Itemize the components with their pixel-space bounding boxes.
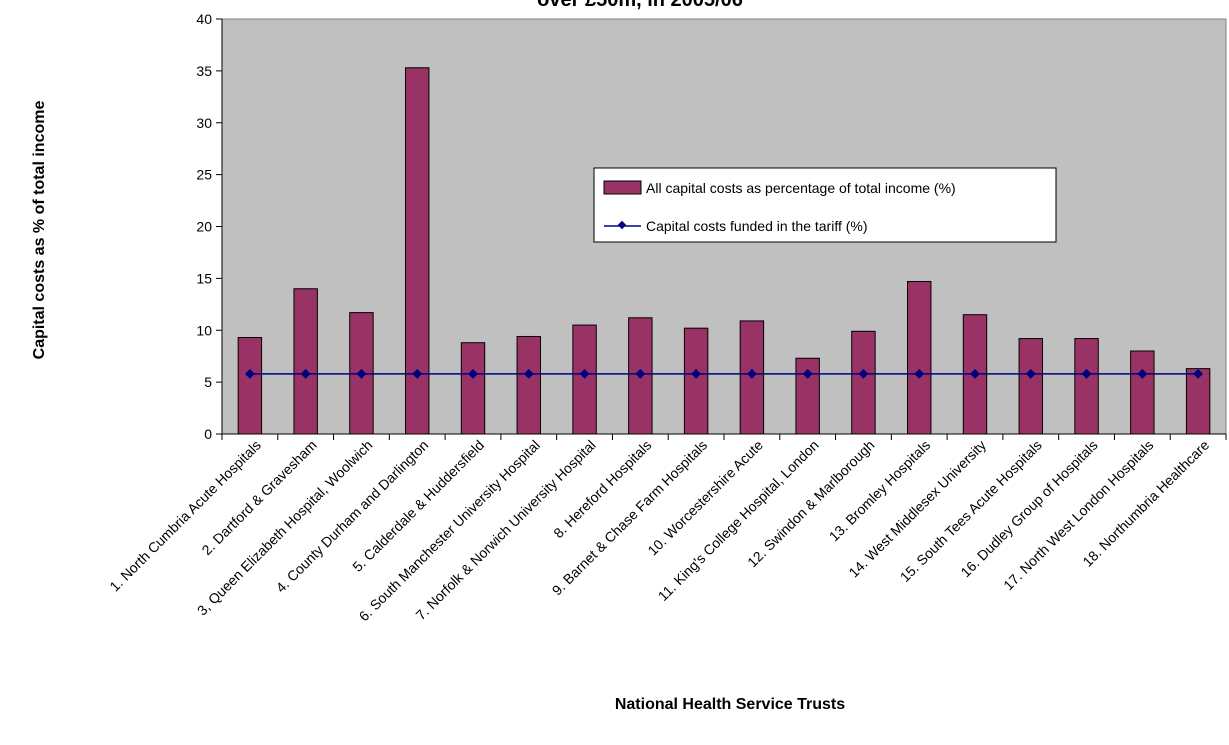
line-point <box>635 368 646 379</box>
legend-label-line: Capital costs funded in the tariff (%) <box>646 218 868 234</box>
bar <box>572 324 597 435</box>
y-tick-label: 25 <box>196 167 212 183</box>
bar <box>683 327 709 435</box>
bar <box>1130 350 1155 435</box>
x-category-label: 10. Worcestershire Acute <box>644 437 766 559</box>
x-category-label: 2. Dartford & Gravesham <box>198 437 319 558</box>
x-category-label: 8. Hereford Hospitals <box>550 437 654 541</box>
bar <box>907 280 932 435</box>
line-point <box>746 368 757 379</box>
bar <box>460 342 486 435</box>
bar <box>1018 338 1043 435</box>
legend: All capital costs as percentage of total… <box>593 167 1057 243</box>
line-point <box>1081 368 1092 379</box>
y-tick-label: 5 <box>204 374 212 390</box>
line-point <box>691 368 702 379</box>
bar <box>516 335 541 435</box>
line-point <box>579 368 590 379</box>
bar <box>405 67 430 435</box>
chart-title: over £50m, in 2005/06 <box>537 0 743 11</box>
line-point <box>412 368 423 379</box>
bar <box>851 330 876 435</box>
legend-box <box>593 167 1057 243</box>
legend-bar-swatch <box>603 180 642 195</box>
x-category-label: 13. Bromley Hospitals <box>826 437 934 545</box>
bar-series <box>237 67 1211 435</box>
line-point <box>523 368 534 379</box>
line-point <box>244 368 255 379</box>
line-point <box>300 368 311 379</box>
line-point <box>858 368 869 379</box>
line-point <box>356 368 367 379</box>
bar <box>1185 368 1211 435</box>
bar <box>1074 338 1099 435</box>
y-tick-label: 10 <box>196 322 212 338</box>
line-point <box>1193 368 1204 379</box>
y-axis: 0 5 10 15 20 25 30 35 40 <box>196 11 223 442</box>
line-point <box>1137 368 1148 379</box>
bar <box>237 337 263 435</box>
y-tick-label: 35 <box>196 63 212 79</box>
y-tick-label: 30 <box>196 115 212 131</box>
line-point <box>914 368 925 379</box>
y-tick-label: 20 <box>196 219 212 235</box>
line-point <box>1025 368 1036 379</box>
legend-label-bars: All capital costs as percentage of total… <box>646 180 956 196</box>
line-point <box>468 368 478 379</box>
y-axis-title: Capital costs as % of total income <box>31 101 48 360</box>
y-tick-label: 0 <box>204 426 212 442</box>
y-tick-label: 15 <box>196 270 212 286</box>
bar <box>293 288 318 435</box>
bar <box>795 357 820 435</box>
x-axis-title: National Health Service Trusts <box>615 696 845 713</box>
y-tick-label: 40 <box>196 11 212 27</box>
line-point <box>802 368 813 379</box>
line-point <box>970 368 980 379</box>
line-series <box>244 368 1204 379</box>
